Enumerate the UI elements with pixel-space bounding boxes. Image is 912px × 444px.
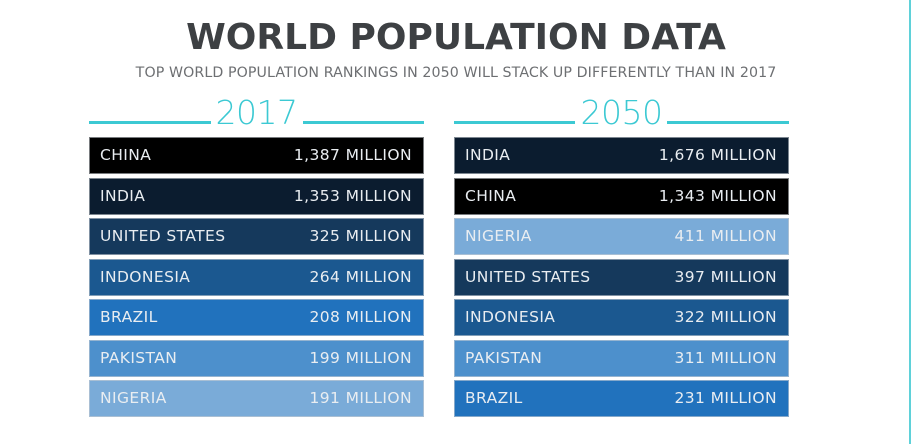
population-value: 325 MILLION <box>309 227 412 245</box>
table-row: CHINA 1,387 MILLION <box>89 137 424 174</box>
country-name: BRAZIL <box>465 389 523 407</box>
country-name: UNITED STATES <box>100 227 226 245</box>
page-subtitle: TOP WORLD POPULATION RANKINGS IN 2050 WI… <box>135 65 777 81</box>
year-rule-right <box>303 121 424 124</box>
population-value: 199 MILLION <box>309 348 412 367</box>
country-name: NIGERIA <box>100 389 167 407</box>
table-row: CHINA 1,343 MILLION <box>454 177 789 215</box>
year-rule-right <box>667 121 789 124</box>
year-rule-left <box>89 121 211 124</box>
population-value: 322 MILLION <box>674 308 777 326</box>
year-label-2017: 2017 <box>215 93 298 132</box>
population-value: 191 MILLION <box>309 389 412 407</box>
population-value: 397 MILLION <box>674 267 777 286</box>
population-value: 1,353 MILLION <box>293 186 412 205</box>
country-name: INDONESIA <box>465 308 556 326</box>
table-row: PAKISTAN 311 MILLION <box>454 339 789 377</box>
table-row: PAKISTAN 199 MILLION <box>89 339 424 377</box>
table-row: BRAZIL 208 MILLION <box>89 299 424 336</box>
table-row: INDIA 1,353 MILLION <box>89 177 424 215</box>
table-row: INDONESIA 264 MILLION <box>89 258 424 296</box>
population-value: 411 MILLION <box>674 227 777 245</box>
country-name: INDIA <box>100 186 146 205</box>
country-name: NIGERIA <box>465 227 532 245</box>
population-value: 208 MILLION <box>309 308 412 326</box>
population-value: 1,343 MILLION <box>658 186 777 205</box>
population-value: 264 MILLION <box>309 267 412 286</box>
table-row: NIGERIA 411 MILLION <box>454 218 789 255</box>
country-name: CHINA <box>465 186 517 205</box>
population-value: 1,676 MILLION <box>658 146 777 164</box>
country-name: BRAZIL <box>100 308 158 326</box>
ranking-table-2017: 2017 CHINA 1,387 MILLION INDIA 1,353 MILLIO… <box>89 94 424 417</box>
table-row: UNITED STATES 325 MILLION <box>89 218 424 255</box>
page-title: WORLD POPULATION DATA <box>186 17 726 58</box>
year-rule-left <box>454 121 575 124</box>
table-row: UNITED STATES 397 MILLION <box>454 258 789 296</box>
country-name: UNITED STATES <box>465 267 591 286</box>
country-name: CHINA <box>100 146 152 164</box>
year-header-2017: 2017 <box>89 94 424 132</box>
year-header-2050: 2050 <box>454 94 789 132</box>
table-row: BRAZIL 231 MILLION <box>454 380 789 417</box>
table-row: INDONESIA 322 MILLION <box>454 299 789 336</box>
population-value: 231 MILLION <box>674 389 777 407</box>
ranking-table-2050: 2050 INDIA 1,676 MILLION CHINA 1,343 MILLIO… <box>454 94 789 417</box>
right-border-line <box>909 0 911 444</box>
table-row: INDIA 1,676 MILLION <box>454 137 789 174</box>
country-name: PAKISTAN <box>100 348 178 367</box>
country-name: INDIA <box>465 146 511 164</box>
population-value: 1,387 MILLION <box>293 146 412 164</box>
table-row: NIGERIA 191 MILLION <box>89 380 424 417</box>
year-label-2050: 2050 <box>580 93 663 132</box>
country-name: PAKISTAN <box>465 348 543 367</box>
country-name: INDONESIA <box>100 267 191 286</box>
population-value: 311 MILLION <box>674 348 777 367</box>
